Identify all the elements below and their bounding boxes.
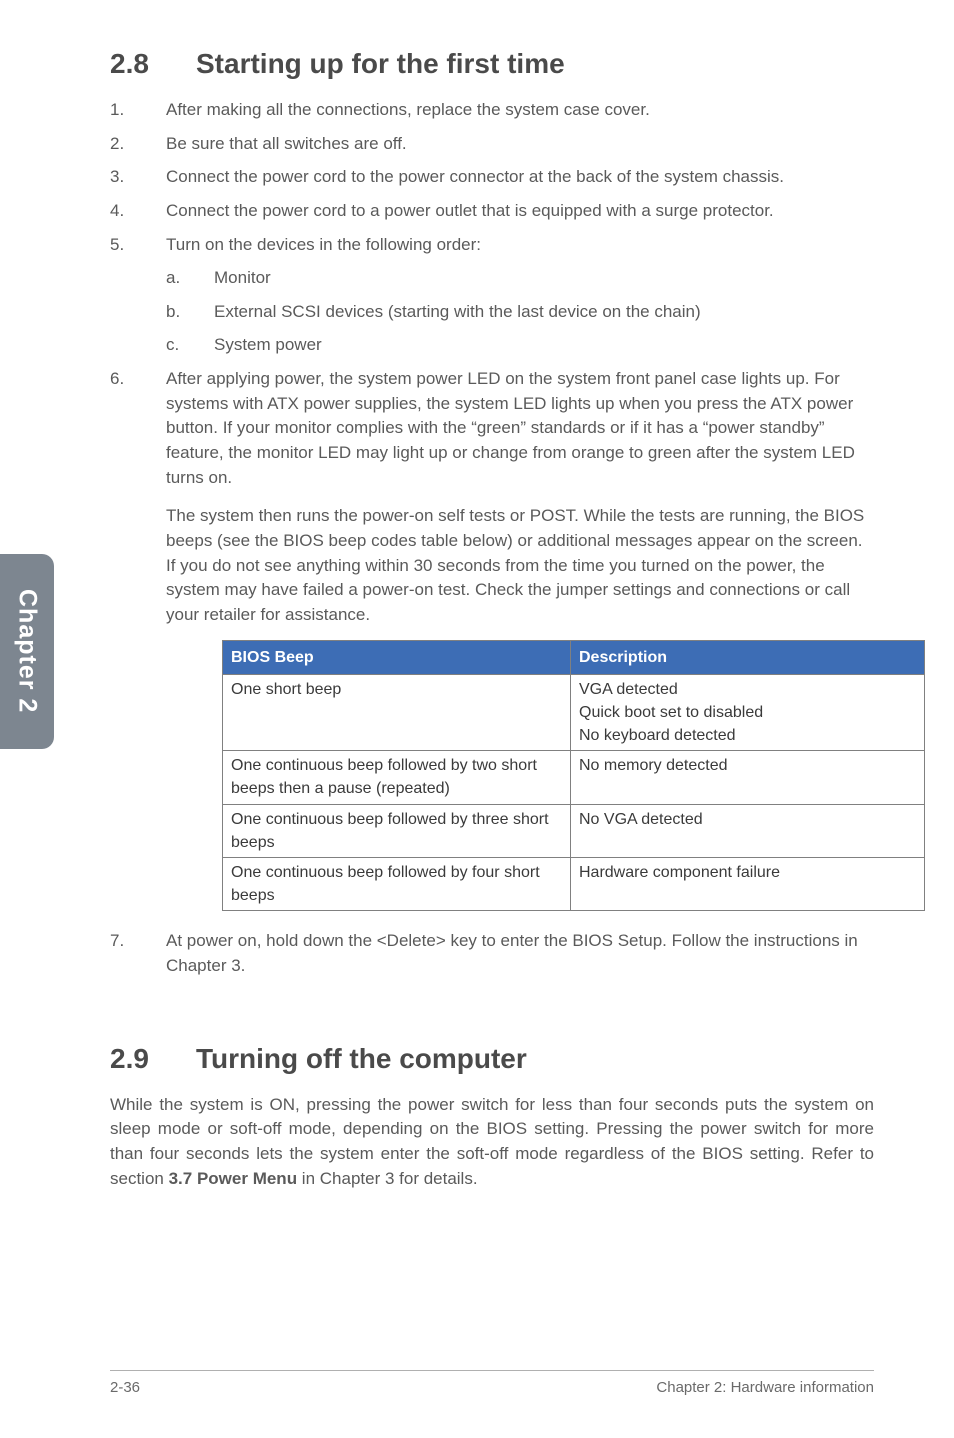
chapter-side-tab: Chapter 2 <box>0 554 54 749</box>
footer-chapter-label: Chapter 2: Hardware information <box>656 1379 874 1396</box>
list-item-text: Turn on the devices in the following ord… <box>166 235 481 254</box>
section-2-9-title: Turning off the computer <box>196 1043 527 1074</box>
table-row: One continuous beep followed by four sho… <box>223 858 925 911</box>
chapter-side-tab-label: Chapter 2 <box>13 589 42 713</box>
table-row: One continuous beep followed by two shor… <box>223 751 925 804</box>
sub-list-5: a. Monitor b. External SCSI devices (start… <box>166 266 874 358</box>
sub-text: External SCSI devices (starting with the… <box>214 302 701 321</box>
sub-list-item: c. System power <box>166 333 874 358</box>
list-item: After making all the connections, replac… <box>110 98 874 123</box>
list-item: Connect the power cord to the power conn… <box>110 165 874 190</box>
page-content: 2.8Starting up for the first time After … <box>0 0 954 1231</box>
item-6-paragraph-b: The system then runs the power-on self t… <box>166 504 874 627</box>
table-cell: One continuous beep followed by four sho… <box>223 858 571 911</box>
table-cell: VGA detected Quick boot set to disabled … <box>571 674 925 751</box>
section-2-9-heading: 2.9Turning off the computer <box>110 1043 874 1075</box>
sub-letter: c. <box>166 333 179 358</box>
list-item-7: At power on, hold down the <Delete> key … <box>110 929 874 978</box>
table-row: One continuous beep followed by three sh… <box>223 804 925 857</box>
table-cell: One continuous beep followed by three sh… <box>223 804 571 857</box>
section-2-8-title: Starting up for the first time <box>196 48 565 79</box>
section-2-8-number: 2.8 <box>110 48 196 80</box>
sub-letter: a. <box>166 266 180 291</box>
sub-list-item: a. Monitor <box>166 266 874 291</box>
list-item: Turn on the devices in the following ord… <box>110 233 874 359</box>
table-cell: No VGA detected <box>571 804 925 857</box>
body-bold: 3.7 Power Menu <box>169 1169 297 1188</box>
list-item: Be sure that all switches are off. <box>110 132 874 157</box>
table-cell: No memory detected <box>571 751 925 804</box>
table-header: BIOS Beep <box>223 640 571 674</box>
sub-text: Monitor <box>214 268 271 287</box>
table-cell: One short beep <box>223 674 571 751</box>
sub-list-item: b. External SCSI devices (starting with t… <box>166 300 874 325</box>
footer-page-number: 2-36 <box>110 1379 140 1396</box>
page-footer: 2-36 Chapter 2: Hardware information <box>110 1370 874 1396</box>
table-cell: Hardware component failure <box>571 858 925 911</box>
table-row: One short beep VGA detected Quick boot s… <box>223 674 925 751</box>
section-2-8-heading: 2.8Starting up for the first time <box>110 48 874 80</box>
bios-beep-table: BIOS Beep Description One short beep VGA… <box>222 640 925 912</box>
table-cell: One continuous beep followed by two shor… <box>223 751 571 804</box>
item-6-paragraph-a: After applying power, the system power L… <box>166 369 855 487</box>
list-item: Connect the power cord to a power outlet… <box>110 199 874 224</box>
section-2-9-number: 2.9 <box>110 1043 196 1075</box>
sub-text: System power <box>214 335 322 354</box>
table-header: Description <box>571 640 925 674</box>
sub-letter: b. <box>166 300 180 325</box>
section-2-9-body: While the system is ON, pressing the pow… <box>110 1093 874 1192</box>
body-post: in Chapter 3 for details. <box>297 1169 477 1188</box>
list-item: After applying power, the system power L… <box>110 367 874 911</box>
section-2-9: 2.9Turning off the computer While the sy… <box>110 1043 874 1192</box>
section-2-8-list: After making all the connections, replac… <box>110 98 874 911</box>
